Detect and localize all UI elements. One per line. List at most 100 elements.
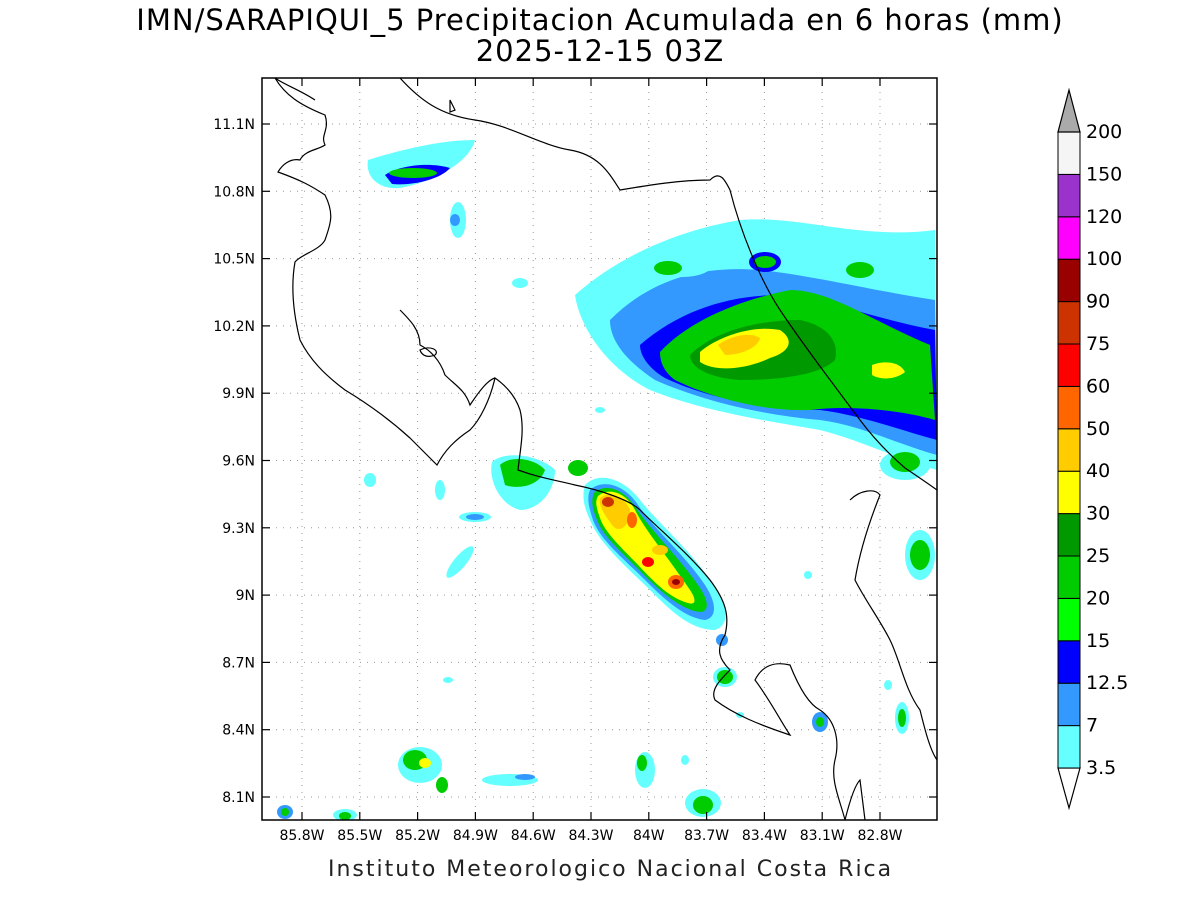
colorbar-swatch [1057,131,1081,175]
rain-cell [898,709,906,727]
lon-label: 84W [633,828,665,844]
rain-cell [910,540,930,570]
colorbar-label: 12.5 [1086,672,1128,694]
colorbar-label: 20 [1086,587,1110,609]
rain-cell [642,557,654,567]
colorbar-swatch [1057,258,1081,303]
colorbar-swatch [1057,555,1081,599]
colorbar-swatch [1057,343,1081,387]
rain-cell [419,758,431,768]
lon-label: 85.2W [395,828,440,844]
map-title: IMN/SARAPIQUI_5 Precipitacion Acumulada … [136,3,1064,37]
lat-label: 9.6N [222,454,255,470]
rain-cell [364,473,376,487]
precipitation-field [277,140,937,820]
colorbar-label: 60 [1086,375,1110,397]
rain-cell [568,460,588,476]
lon-label: 84.9W [453,828,498,844]
rain-cell [804,571,812,579]
map-datetime: 2025-12-15 03Z [475,34,725,68]
colorbar-label: 25 [1086,545,1110,567]
colorbar-swatch [1057,470,1081,515]
colorbar-swatch [1057,640,1081,684]
lat-label: 9.3N [222,521,255,537]
map-frame [261,77,938,821]
colorbar-label: 7 [1086,715,1098,737]
rain-cell [652,545,668,555]
colorbar-label: 100 [1086,248,1122,270]
colorbar-label: 3.5 [1086,757,1116,779]
rain-cell [466,514,484,520]
rain-cell [446,546,474,578]
rain-cell [884,680,892,690]
colorbar-label: 90 [1086,291,1110,313]
rain-cell [627,512,637,528]
lon-label: 84.3W [568,828,613,844]
colorbar: 3.5 7 12.5 15 20 25 30 40 50 60 75 90 100 120 150 200 [1057,87,1128,811]
rain-cell [890,452,920,472]
rain-area-caribbean [718,334,760,355]
lat-label: 8.1N [222,790,255,806]
rain-area-caribbean [872,362,905,379]
lon-label: 82.8W [857,828,902,844]
lon-label: 83.7W [684,828,729,844]
rain-cell [602,497,614,507]
lat-label: 10.5N [213,252,255,268]
rain-cell [681,755,689,765]
coastline-pacific-osa [639,509,846,820]
lat-label: 11.1N [213,117,255,133]
lon-label: 83.4W [742,828,787,844]
coastline-south [844,778,866,820]
lat-label: 9.9N [222,386,255,402]
longitude-axis: 85.8W 85.5W 85.2W 84.9W 84.6W 84.3W 84W 83.7W 83… [279,78,903,844]
lat-label: 8.4N [222,723,255,739]
rain-cell [693,796,713,814]
rain-cell [595,407,605,413]
colorbar-swatch [1057,428,1081,472]
colorbar-min-arrow [1057,767,1081,811]
rain-cell [816,717,824,727]
lat-label: 10.8N [213,184,255,200]
colorbar-label: 50 [1086,418,1110,440]
colorbar-label: 30 [1086,503,1110,525]
lat-label: 9N [236,588,255,604]
colorbar-swatch [1057,301,1081,345]
lat-label: 10.2N [213,319,255,335]
coastline-island [449,99,456,113]
border-nicaragua [274,78,316,101]
rain-cell [389,168,437,178]
colorbar-swatch [1057,385,1081,430]
rain-cell [672,579,680,585]
colorbar-swatch [1057,597,1081,642]
rain-cell [654,261,682,275]
rain-cell [512,278,528,288]
rain-cell [339,812,351,820]
coastlines [274,78,937,820]
colorbar-label: 40 [1086,460,1110,482]
footer-credit: Instituto Meteorologico Nacional Costa R… [328,857,894,882]
colorbar-swatch [1057,725,1081,769]
coastline-gulf-nicoya [399,309,496,407]
rain-area-central [500,458,545,487]
rain-cell [846,262,874,278]
lon-label: 84.6W [511,828,556,844]
colorbar-label: 15 [1086,630,1110,652]
colorbar-swatch [1057,682,1081,727]
map-area [262,78,937,820]
rain-cell [450,214,460,226]
coastline-caribbean [399,78,937,491]
rain-cell [754,256,776,268]
colorbar-swatch [1057,216,1081,260]
colorbar-label: 200 [1086,121,1122,143]
rain-cell [281,808,289,816]
colorbar-label: 75 [1086,333,1110,355]
rain-cell [637,755,647,771]
latitude-axis: 11.1N 10.8N 10.5N 10.2N 9.9N 9.6N 9.3N 9N 8.7N 8.… [213,117,937,806]
coastline-nicaragua-lake [274,78,641,511]
lon-label: 85.5W [337,828,382,844]
rain-cell [436,777,448,793]
coastline-panama [849,490,937,761]
lon-label: 85.8W [279,828,324,844]
rain-cell [435,480,445,500]
